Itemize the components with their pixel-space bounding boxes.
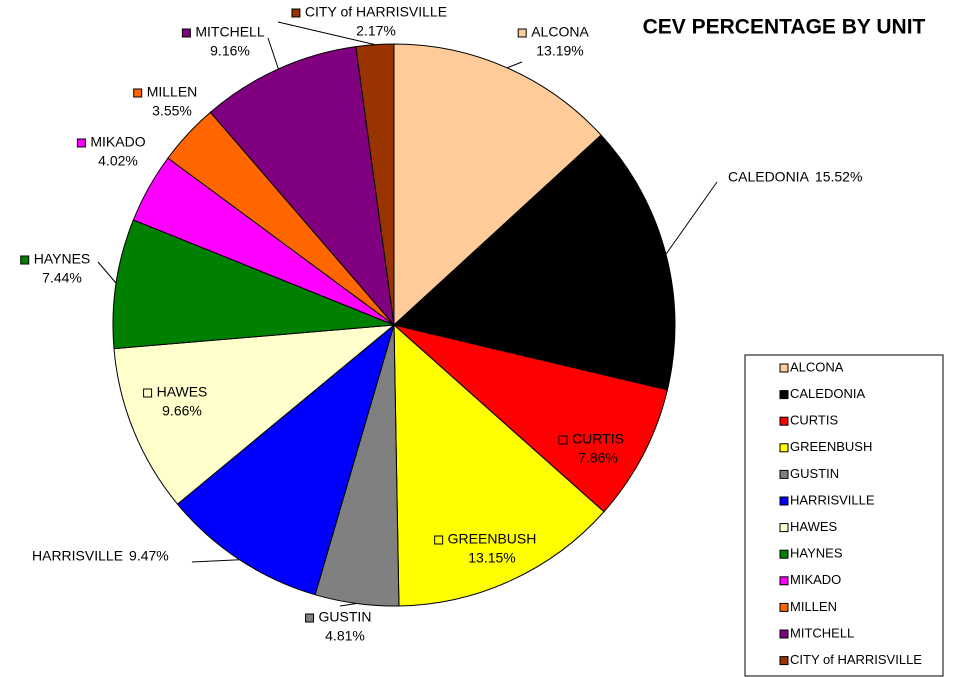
data-label-name: HAWES: [157, 384, 208, 400]
legend-marker: [779, 416, 789, 426]
data-label-name: MITCHELL: [195, 24, 264, 40]
label-marker: [20, 255, 30, 265]
pie-slice: [393, 323, 605, 607]
legend-label: MITCHELL: [790, 625, 854, 640]
legend-box: [744, 354, 944, 677]
label-marker: [291, 8, 301, 18]
leader-line: [191, 559, 240, 563]
label-marker: [558, 435, 568, 445]
pie-slice: [176, 323, 395, 596]
data-label-value: 7.86%: [578, 450, 618, 466]
data-label-name: GREENBUSH: [448, 531, 537, 547]
data-label-value: 3.55%: [152, 103, 192, 119]
label-marker: [143, 388, 153, 398]
leader-line: [277, 21, 375, 46]
legend-marker: [779, 469, 789, 479]
legend-marker: [779, 363, 789, 373]
legend-label: CURTIS: [790, 413, 838, 428]
data-label-name: HAYNES: [34, 251, 91, 267]
data-label-name: CURTIS: [572, 431, 624, 447]
data-label-value: 4.81%: [325, 628, 365, 644]
data-label-name: MIKADO: [90, 134, 145, 150]
legend-marker: [779, 496, 789, 506]
pie-slice: [113, 324, 396, 505]
data-label-name: GUSTIN: [319, 609, 372, 625]
legend-label: MILLEN: [790, 599, 837, 614]
legend-marker: [779, 576, 789, 586]
legend-label: GREENBUSH: [790, 439, 872, 454]
legend-label: HAWES: [790, 519, 838, 534]
leader-line: [97, 261, 117, 284]
legend-marker: [779, 523, 789, 533]
legend-label: HARRISVILLE: [790, 492, 875, 507]
leader-line: [665, 181, 718, 255]
data-label-name: ALCONA: [531, 24, 589, 40]
leader-line: [339, 603, 357, 607]
data-label-value: 4.02%: [98, 153, 138, 169]
data-label-value: 15.52%: [815, 169, 862, 185]
data-label-value: 13.15%: [468, 550, 515, 566]
legend-marker: [779, 443, 789, 453]
chart-title: CEV PERCENTAGE BY UNIT: [643, 16, 926, 39]
legend-label: HAYNES: [790, 546, 843, 561]
legend-label: ALCONA: [790, 359, 844, 374]
legend-label: GUSTIN: [790, 466, 839, 481]
legend-marker: [779, 656, 789, 666]
data-label-name: CALEDONIA: [728, 169, 810, 185]
label-marker: [133, 88, 143, 98]
data-label-value: 9.16%: [210, 43, 250, 59]
pie-slice: [355, 43, 395, 326]
label-marker: [181, 28, 191, 38]
label-marker: [517, 28, 527, 38]
data-label-name: HARRISVILLE: [32, 548, 123, 564]
data-label-value: 13.19%: [536, 43, 583, 59]
data-label-name: MILLEN: [147, 84, 198, 100]
leader-line: [506, 61, 523, 69]
data-label-value: 9.66%: [162, 403, 202, 419]
data-label-name: CITY of HARRISVILLE: [305, 4, 447, 20]
legend-label: MIKADO: [790, 572, 841, 587]
label-marker: [434, 535, 444, 545]
legend-marker: [779, 629, 789, 639]
data-label-value: 9.47%: [129, 548, 169, 564]
legend-marker: [779, 390, 789, 400]
pie-slice: [393, 324, 669, 513]
legend-marker: [779, 602, 789, 612]
pie-slice: [393, 43, 602, 327]
label-marker: [305, 613, 315, 623]
data-label-value: 2.17%: [356, 23, 396, 39]
legend-marker: [779, 549, 789, 559]
leader-line: [267, 37, 279, 70]
legend-label: CALEDONIA: [790, 386, 865, 401]
legend-label: CITY of HARRISVILLE: [790, 652, 922, 667]
data-label-value: 7.44%: [42, 270, 82, 286]
label-marker: [76, 138, 86, 148]
